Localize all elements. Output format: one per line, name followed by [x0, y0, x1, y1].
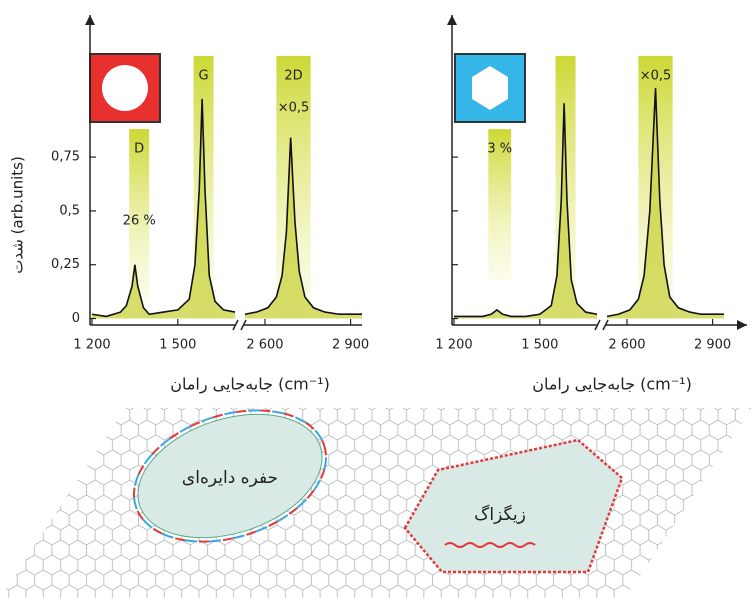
band-note: ×0,5 — [278, 100, 310, 115]
x-tick-label: 2 900 — [332, 338, 369, 353]
zigzag-label: زیگزاگ — [474, 504, 526, 525]
axis-break — [595, 320, 608, 330]
hole-label: حفره دایره‌ای — [182, 468, 278, 488]
x-axis-label: جابه‌جایی رامان (cm⁻¹) — [532, 375, 692, 395]
figure: حفره دایره‌ای زیگزاگ D 26 % G 2D ×0,5 0 0,25 0,… — [0, 0, 752, 612]
y-tick-label: 0,25 — [51, 257, 80, 272]
y-tick-label: 0,75 — [51, 150, 80, 165]
x-tick-label: 2 900 — [694, 338, 731, 353]
x-tick-label: 1 200 — [73, 338, 110, 353]
band-label: D — [134, 142, 144, 157]
graphene-lattice — [0, 408, 752, 598]
band-note: 26 % — [123, 214, 156, 229]
y-axis-arrow — [447, 15, 457, 25]
band-note: 3 % — [487, 142, 512, 157]
band-label: G — [199, 68, 209, 83]
y-tick-label: 0,5 — [59, 203, 80, 218]
band-note: ×0,5 — [640, 68, 672, 83]
y-axis-arrow — [85, 15, 95, 25]
x-tick-label: 1 200 — [435, 338, 472, 353]
x-tick-label: 1 500 — [159, 338, 196, 353]
y-tick-label: 0 — [72, 311, 80, 326]
y-axis-label: شدت (arb.units) — [9, 156, 27, 274]
x-tick-label: 2 600 — [608, 338, 645, 353]
x-tick-label: 2 600 — [246, 338, 283, 353]
circle-hole — [102, 65, 148, 111]
x-tick-label: 1 500 — [521, 338, 558, 353]
band-label: 2D — [284, 68, 302, 83]
x-axis-label: جابه‌جایی رامان (cm⁻¹) — [170, 375, 330, 395]
axis-break — [233, 320, 246, 330]
x-axis-arrow — [737, 320, 747, 330]
